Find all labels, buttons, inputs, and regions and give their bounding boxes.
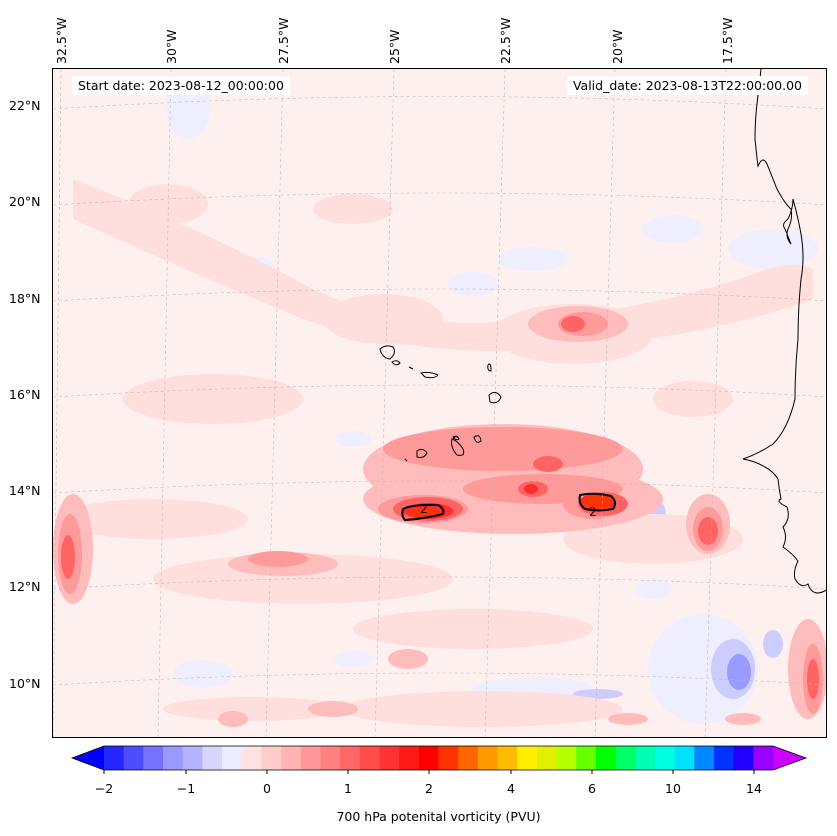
lat-label-16n: 16°N (9, 387, 41, 402)
cb-tick-1: 1 (344, 781, 352, 796)
lon-label-27-5w: 27.5°W (276, 17, 291, 64)
colorbar-segment (438, 746, 459, 770)
africa-coastline (742, 69, 826, 594)
lat-label-22n: 22°N (9, 98, 41, 113)
cb-tick-0: 0 (263, 781, 271, 796)
lon-label-20w: 20°W (610, 29, 625, 64)
colorbar-segment (418, 746, 439, 770)
lat-label-18n: 18°N (9, 291, 41, 306)
colorbar-segment (104, 746, 125, 770)
colorbar-segment (497, 746, 518, 770)
colorbar-segment (182, 746, 203, 770)
colorbar-segment (379, 746, 400, 770)
colorbar-segment (477, 746, 499, 770)
colorbar-segment (517, 746, 538, 770)
colorbar-segment (163, 746, 184, 770)
map-panel[interactable]: 2 2 (52, 68, 827, 738)
colorbar-segment (399, 746, 420, 770)
colorbar-ticks (103, 770, 755, 774)
pv-contour-2 (401, 492, 617, 522)
cb-tick-6: 6 (588, 781, 596, 796)
pv-field-map: 2 2 (53, 69, 826, 737)
colorbar-segment (733, 746, 754, 770)
cb-tick-2: 2 (425, 781, 433, 796)
lon-label-17-5w: 17.5°W (720, 17, 735, 64)
colorbar-segment (694, 746, 715, 770)
cb-tick-10: 10 (665, 781, 681, 796)
colorbar-label: 700 hPa potenital vorticity (PVU) (336, 809, 541, 824)
colorbar-segment (458, 746, 479, 770)
colorbar-segment (556, 746, 577, 770)
lat-label-12n: 12°N (9, 579, 41, 594)
lat-label-20n: 20°N (9, 194, 41, 209)
colorbar-segment (576, 746, 597, 770)
colorbar-segment (320, 746, 341, 770)
cape-verde-islands (379, 345, 502, 462)
colorbar-segment (281, 746, 302, 770)
negative-pv-dark (727, 654, 751, 690)
valid-date-label: Valid_date: 2023-08-13T22:00:00.00 (566, 76, 808, 95)
colorbar-segment (202, 746, 223, 770)
colorbar-segments (70, 745, 808, 771)
colorbar-segment (536, 746, 558, 770)
colorbar-segment (123, 746, 144, 770)
colorbar-segment (143, 746, 164, 770)
colorbar-outline (70, 745, 808, 771)
cb-tick-neg2: −2 (94, 781, 114, 796)
colorbar-arrow-high (773, 746, 806, 770)
colorbar-segment (753, 746, 774, 770)
colorbar-segment (359, 746, 380, 770)
cb-tick-4: 4 (507, 781, 515, 796)
cb-tick-neg1: −1 (176, 781, 196, 796)
colorbar-segment (595, 746, 617, 770)
graticule (53, 69, 826, 737)
lat-label-14n: 14°N (9, 483, 41, 498)
start-date-label: Start date: 2023-08-12_00:00:00 (72, 76, 290, 95)
lon-label-32-5w: 32.5°W (54, 17, 69, 64)
colorbar-segment (635, 746, 656, 770)
lon-label-30w: 30°W (164, 29, 179, 64)
lon-label-22-5w: 22.5°W (498, 17, 513, 64)
colorbar-segment (241, 746, 262, 770)
lat-label-10n: 10°N (9, 676, 41, 691)
colorbar-segment (261, 746, 282, 770)
contour-label-1: 2 (420, 502, 428, 516)
cb-tick-14: 14 (746, 781, 762, 796)
colorbar-segment (615, 746, 636, 770)
colorbar-segment (340, 746, 361, 770)
colorbar-segment (674, 746, 695, 770)
lon-label-25w: 25°W (387, 29, 402, 64)
colorbar-segment (300, 746, 321, 770)
colorbar-segment (713, 746, 735, 770)
colorbar-segment (654, 746, 676, 770)
contour-label-2: 2 (589, 505, 597, 519)
colorbar-segment (222, 746, 243, 770)
colorbar-arrow-low (72, 746, 104, 770)
